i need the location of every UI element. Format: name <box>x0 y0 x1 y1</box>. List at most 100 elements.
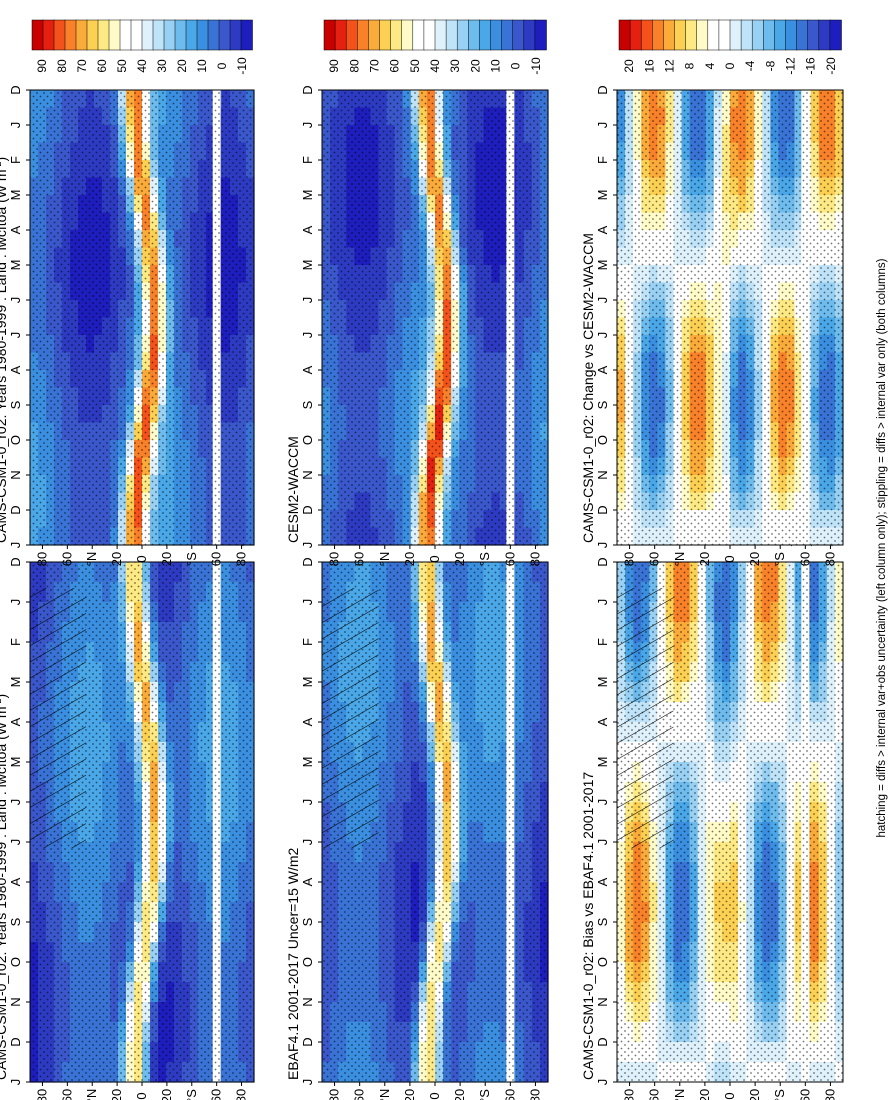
lat-label: °N <box>84 552 99 567</box>
colorbar-swatch <box>323 19 336 51</box>
colorbar-label: -16 <box>804 57 818 75</box>
colorbar-swatch <box>663 19 676 51</box>
lat-label: °N <box>84 1089 99 1100</box>
month-label: D <box>8 85 23 94</box>
colorbar-label: -4 <box>743 60 757 71</box>
month-label: O <box>8 957 23 967</box>
colorbar-swatch <box>652 19 665 51</box>
month-label: N <box>595 470 610 479</box>
lat-label: 60 <box>59 552 74 566</box>
colorbar-swatch <box>75 19 88 51</box>
colorbar-swatch <box>141 19 154 51</box>
footnote: hatching = diffs > internal var+obs unce… <box>876 258 888 837</box>
lat-label: °N <box>672 552 687 567</box>
lat-label: 60 <box>209 552 224 566</box>
panel-title: CAMS-CSM1-0_r02: Years 1980-1999 : Land … <box>0 157 9 543</box>
month-label: A <box>8 717 23 726</box>
colorbar-swatch <box>490 19 503 51</box>
month-label: J <box>300 297 315 304</box>
panel-title: CAMS-CSM1-0_r02: Bias vs EBAF4.1 2001-20… <box>580 772 596 1080</box>
lat-label: 80 <box>527 1089 542 1100</box>
month-label: M <box>300 260 315 271</box>
month-label: J <box>8 297 23 304</box>
colorbar-swatch <box>523 19 536 51</box>
month-label: J <box>300 542 315 549</box>
lat-label: 20 <box>159 552 174 566</box>
month-label: J <box>595 122 610 129</box>
lat-label: °S <box>184 552 199 566</box>
colorbar-swatch <box>345 19 359 51</box>
month-label: J <box>595 1079 610 1086</box>
colorbar-swatch <box>357 19 370 51</box>
lat-label: 0 <box>722 555 737 562</box>
month-label: J <box>595 599 610 606</box>
colorbar-label: 40 <box>428 59 442 73</box>
colorbar-swatch <box>763 19 776 51</box>
month-label: J <box>8 542 23 549</box>
month-label: D <box>300 1037 315 1046</box>
stippling <box>30 90 254 545</box>
lat-label: 0 <box>427 555 442 562</box>
month-label: A <box>8 225 23 234</box>
month-label: M <box>300 757 315 768</box>
month-label: J <box>300 599 315 606</box>
lat-label: °N <box>672 1089 687 1100</box>
month-label: M <box>595 190 610 201</box>
month-label: J <box>8 332 23 339</box>
colorbar-swatch <box>42 19 55 51</box>
colorbar-swatch <box>240 19 253 51</box>
lat-label: 60 <box>797 552 812 566</box>
hatching <box>617 588 674 848</box>
lat-label: 60 <box>352 552 367 566</box>
colorbar-label: 20 <box>468 59 482 73</box>
colorbar-swatch <box>445 19 458 51</box>
colorbar-swatch <box>674 19 687 51</box>
colorbar-swatch <box>185 19 198 51</box>
lat-label: 80 <box>822 1089 837 1100</box>
lat-label: 0 <box>722 1092 737 1099</box>
month-label: J <box>595 332 610 339</box>
colorbar-swatch <box>97 19 110 51</box>
colorbar-label: 70 <box>75 59 89 73</box>
lat-label: °S <box>477 1089 492 1100</box>
colorbar-label: 16 <box>642 59 656 73</box>
month-label: N <box>595 997 610 1006</box>
hatching <box>322 588 379 848</box>
month-label: A <box>595 225 610 234</box>
colorbar-swatch <box>401 19 414 51</box>
month-label: M <box>595 757 610 768</box>
month-label: D <box>300 85 315 94</box>
month-label: J <box>595 799 610 806</box>
colorbar-label: 12 <box>662 59 676 73</box>
lat-label: 60 <box>352 1089 367 1100</box>
colorbar-swatch <box>412 19 425 51</box>
colorbar-swatch <box>207 19 220 51</box>
hatching <box>30 588 86 848</box>
colorbar-swatch <box>108 19 121 51</box>
month-label: J <box>595 542 610 549</box>
month-label: D <box>595 557 610 566</box>
colorbar-label: -10 <box>235 57 249 75</box>
month-label: S <box>300 917 315 926</box>
colorbar-swatch <box>796 19 809 51</box>
month-label: M <box>595 677 610 688</box>
colorbar-swatch <box>818 19 831 51</box>
month-label: A <box>300 717 315 726</box>
colorbar-swatch <box>479 19 492 51</box>
month-label: D <box>300 557 315 566</box>
month-label: N <box>300 997 315 1006</box>
month-label: D <box>595 505 610 514</box>
colorbar-swatch <box>785 19 798 51</box>
month-label: M <box>300 190 315 201</box>
month-label: J <box>300 332 315 339</box>
month-label: F <box>300 638 315 646</box>
month-label: A <box>8 877 23 886</box>
lat-label: 80 <box>34 552 49 566</box>
month-label: O <box>595 957 610 967</box>
colorbar-label: 30 <box>155 59 169 73</box>
colorbar-label: 0 <box>723 62 737 69</box>
colorbar-swatch <box>718 19 731 51</box>
